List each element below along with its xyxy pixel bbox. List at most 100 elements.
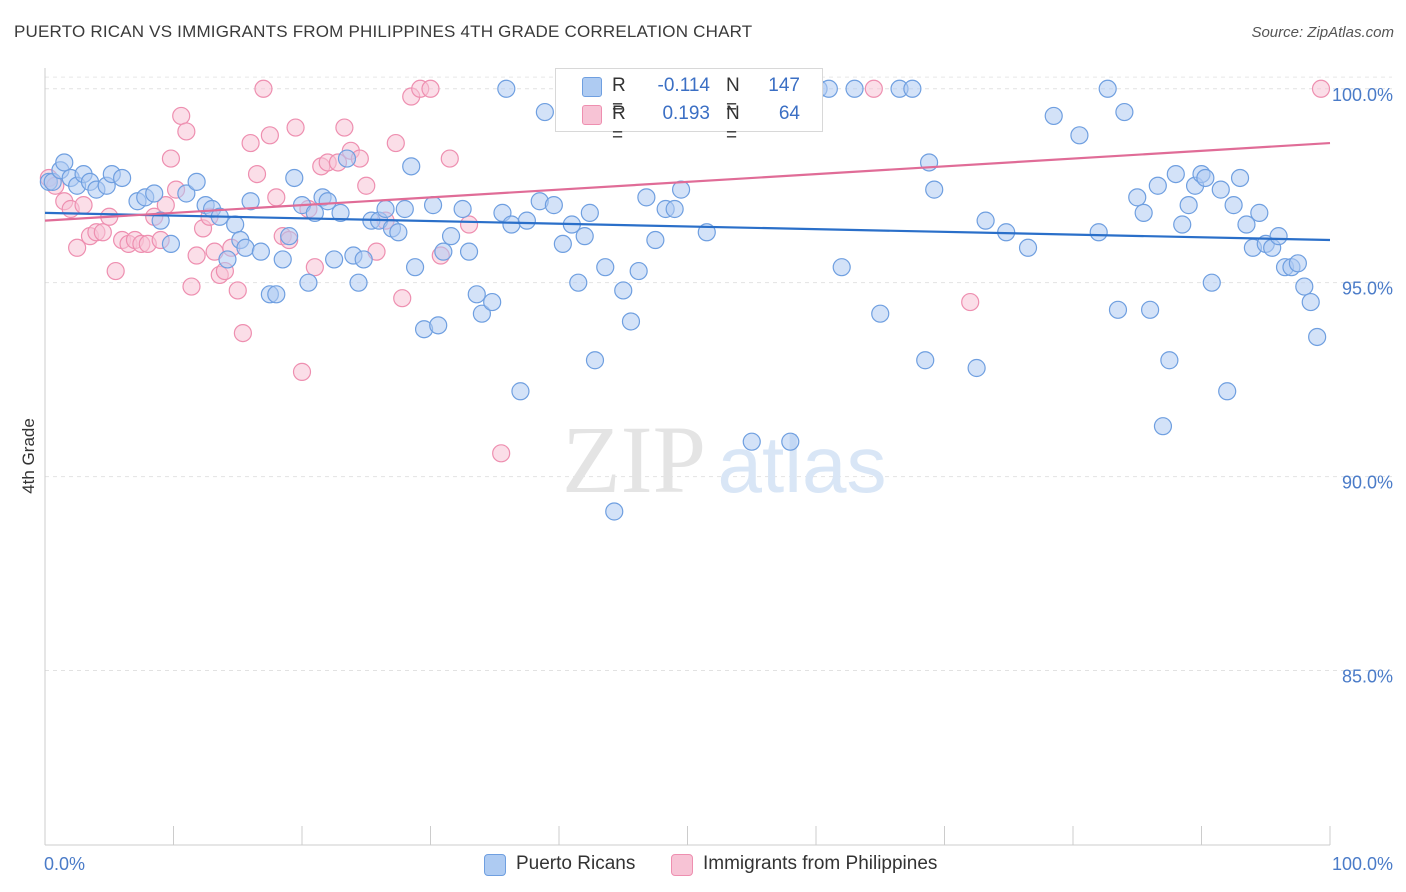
series-philippines-points — [39, 79, 1331, 463]
point-puerto-rican — [1089, 223, 1108, 242]
point-puerto-rican — [1115, 102, 1134, 122]
y-tick-label: 85.0% — [1342, 666, 1393, 686]
point-puerto-rican — [1128, 188, 1147, 207]
point-puerto-rican — [241, 192, 260, 211]
y-axis-label: 4th Grade — [19, 418, 38, 494]
legend-n-label: N = — [726, 103, 740, 146]
point-puerto-rican — [1288, 254, 1307, 273]
x-tick-labels: 0.0% 100.0% — [44, 854, 1393, 874]
point-puerto-rican — [354, 250, 373, 269]
axes — [44, 68, 1331, 846]
point-puerto-rican — [665, 199, 684, 219]
grid-lines — [45, 76, 1392, 671]
legend-n-value: 147 — [768, 75, 800, 96]
point-puerto-rican — [832, 258, 851, 277]
point-puerto-rican — [1179, 196, 1198, 215]
point-puerto-rican — [781, 432, 800, 451]
legend-label-philippines: Immigrants from Philippines — [703, 853, 938, 874]
point-philippines — [421, 79, 440, 98]
point-puerto-rican — [267, 285, 286, 304]
watermark: ZIP atlas — [562, 406, 886, 513]
point-puerto-rican — [405, 258, 425, 277]
legend-r-label: R = — [612, 75, 626, 118]
point-puerto-rican — [903, 79, 922, 98]
point-puerto-rican — [187, 172, 206, 191]
point-philippines — [864, 79, 883, 98]
trend-lines — [44, 141, 1331, 242]
point-puerto-rican — [502, 215, 521, 234]
point-philippines — [260, 126, 279, 145]
point-puerto-rican — [967, 358, 986, 378]
trend-line-philippines — [44, 141, 1331, 222]
point-puerto-rican — [376, 199, 395, 219]
point-philippines — [440, 149, 459, 168]
point-puerto-rican — [236, 238, 255, 257]
point-philippines — [386, 133, 405, 153]
point-puerto-rican — [1295, 277, 1314, 296]
point-puerto-rican — [621, 312, 641, 331]
point-puerto-rican — [429, 316, 448, 335]
point-puerto-rican — [483, 292, 502, 312]
point-puerto-rican — [299, 273, 318, 292]
point-puerto-rican — [337, 149, 357, 168]
point-puerto-rican — [517, 211, 536, 230]
point-philippines — [286, 118, 305, 137]
stats-legend: R = -0.114 N = 147 R = 0.193 N = 64 — [555, 68, 823, 146]
point-puerto-rican — [1230, 168, 1250, 188]
point-puerto-rican — [459, 242, 479, 261]
point-puerto-rican — [349, 273, 368, 292]
point-puerto-rican — [145, 184, 164, 203]
point-puerto-rican — [596, 258, 615, 277]
point-puerto-rican — [1148, 176, 1167, 195]
point-puerto-rican — [1202, 273, 1221, 292]
point-philippines — [241, 133, 260, 153]
point-puerto-rican — [1250, 203, 1269, 222]
point-puerto-rican — [273, 250, 292, 269]
point-puerto-rican — [1211, 180, 1230, 199]
y-tick-label: 100.0% — [1332, 85, 1393, 105]
legend-swatch-pink — [671, 854, 693, 876]
point-puerto-rican — [1301, 292, 1320, 312]
legend-label-puerto-ricans: Puerto Ricans — [516, 853, 636, 874]
point-puerto-rican — [646, 230, 665, 250]
watermark-atlas: atlas — [718, 420, 887, 509]
point-philippines — [292, 362, 312, 381]
point-puerto-rican — [1134, 203, 1153, 222]
point-puerto-rican — [511, 382, 530, 401]
legend-swatch-blue — [582, 77, 602, 97]
legend-r-value: 0.193 — [662, 103, 710, 124]
point-philippines — [172, 106, 191, 126]
point-puerto-rican — [325, 250, 344, 269]
point-puerto-rican — [1224, 196, 1243, 215]
point-philippines — [267, 188, 286, 207]
point-puerto-rican — [226, 215, 245, 234]
point-philippines — [161, 149, 181, 168]
point-puerto-rican — [1070, 126, 1089, 145]
point-philippines — [187, 246, 206, 265]
point-philippines — [182, 277, 201, 296]
point-puerto-rican — [976, 211, 995, 230]
point-philippines — [254, 79, 273, 98]
point-puerto-rican — [614, 281, 633, 300]
legend-r-value: -0.114 — [657, 75, 710, 96]
point-puerto-rican — [55, 153, 74, 172]
legend-swatch-blue — [484, 854, 506, 876]
point-philippines — [1311, 79, 1331, 98]
point-puerto-rican — [871, 304, 890, 323]
point-puerto-rican — [1108, 300, 1128, 319]
point-puerto-rican — [280, 227, 299, 246]
point-puerto-rican — [575, 227, 594, 246]
point-philippines — [68, 238, 87, 257]
point-puerto-rican — [637, 188, 656, 207]
trend-line-puerto-rican — [44, 211, 1331, 242]
point-puerto-rican — [845, 79, 864, 98]
point-puerto-rican — [402, 157, 421, 176]
point-puerto-rican — [218, 250, 237, 269]
point-puerto-rican — [453, 199, 472, 219]
bottom-legend: Puerto Ricans Immigrants from Philippine… — [0, 852, 1406, 878]
point-puerto-rican — [1173, 215, 1192, 234]
point-puerto-rican — [318, 192, 337, 211]
point-puerto-rican — [1153, 417, 1173, 436]
x-tick-label-min: 0.0% — [44, 854, 85, 874]
